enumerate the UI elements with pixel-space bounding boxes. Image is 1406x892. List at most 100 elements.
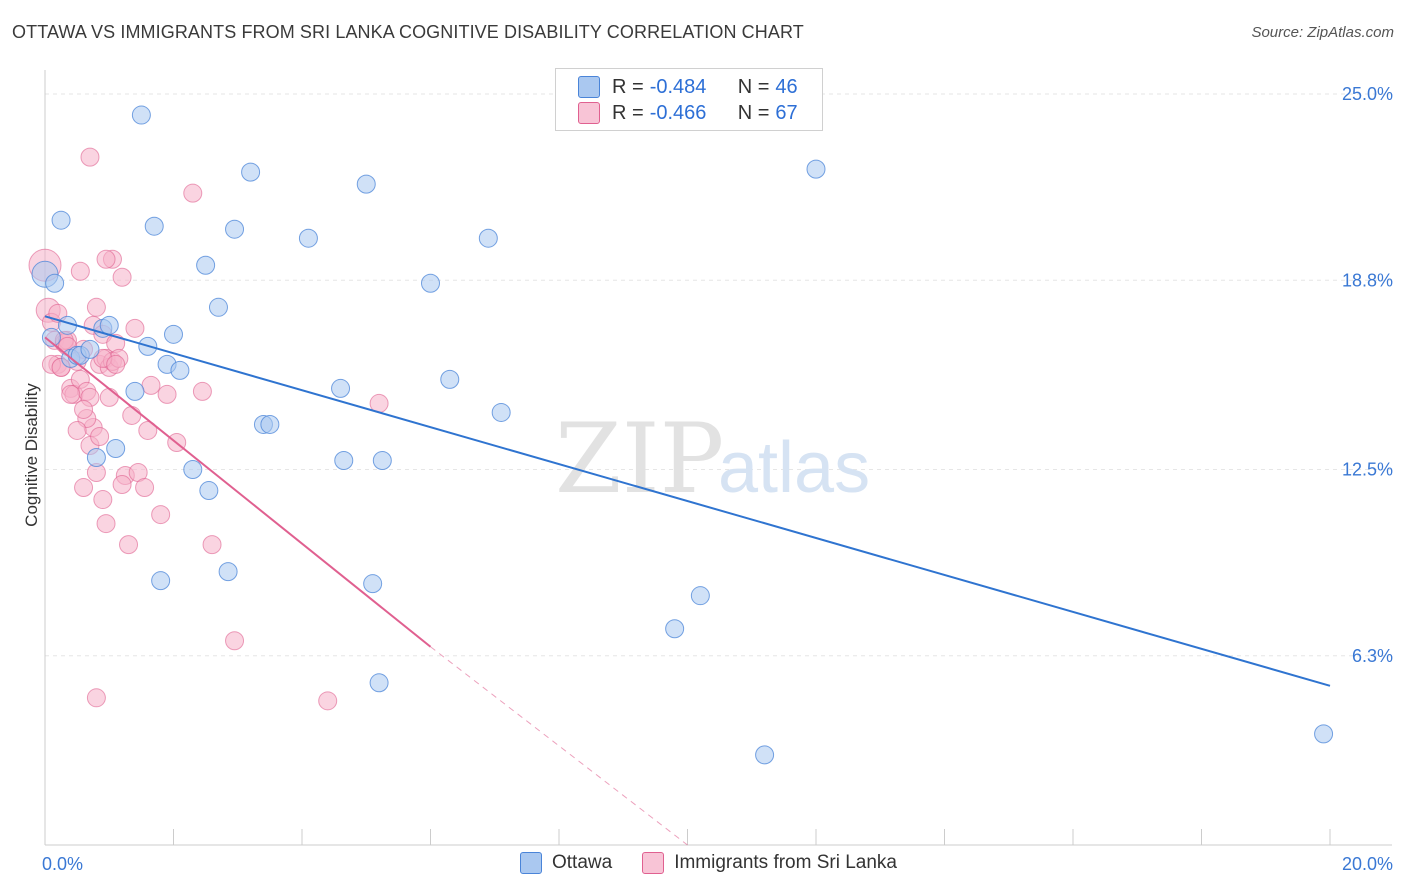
point-ottawa [106, 438, 126, 458]
point-ottawa [80, 339, 100, 359]
point-ottawa [690, 586, 710, 606]
point-ottawa [86, 448, 106, 467]
chart-title: OTTAWA VS IMMIGRANTS FROM SRI LANKA COGN… [12, 22, 804, 42]
point-ottawa [196, 255, 216, 275]
point-sri-lanka [112, 475, 132, 495]
legend-n-value: 46 [775, 75, 798, 98]
point-ottawa [363, 574, 383, 594]
point-sri-lanka [67, 420, 87, 440]
legend-n-label: N = [737, 75, 770, 98]
point-ottawa [151, 571, 171, 591]
point-sri-lanka [122, 405, 142, 425]
point-sri-lanka [90, 426, 110, 446]
point-sri-lanka [70, 261, 90, 281]
point-sri-lanka [86, 688, 106, 708]
point-ottawa [51, 210, 71, 230]
point-ottawa [491, 402, 511, 422]
watermark: ZIP atlas [555, 403, 870, 515]
legend-n-label: N = [737, 101, 770, 124]
trend-line-ottawa [44, 315, 1331, 687]
point-sri-lanka [96, 249, 116, 269]
trend-line-sri-lanka [44, 336, 432, 648]
point-sri-lanka [318, 691, 338, 711]
point-ottawa [99, 315, 119, 335]
point-ottawa [218, 562, 238, 582]
grid-layer [45, 93, 1392, 657]
legend-row-sri-lanka: R = -0.466 N = 67 [578, 101, 798, 125]
point-sri-lanka [61, 384, 81, 404]
x-tick-label-max: 20.0% [1342, 854, 1393, 874]
axis-layer [44, 70, 1392, 846]
series-sri-lanka-points [28, 147, 389, 711]
legend-row-ottawa: R = -0.484 N = 46 [578, 75, 798, 99]
point-ottawa [131, 105, 151, 125]
legend-r-value: -0.484 [649, 75, 707, 98]
legend-r-label: R = [612, 75, 644, 98]
point-sri-lanka [112, 267, 132, 287]
y-tick-label: 18.8% [1342, 270, 1393, 290]
y-tick-label: 25.0% [1342, 84, 1393, 104]
legend-swatch-sri-lanka [642, 852, 665, 874]
trend-line-sri-lanka-extension [430, 646, 688, 846]
y-axis-label: Cognitive Disability [22, 383, 41, 527]
legend-r-value: -0.466 [649, 101, 707, 124]
series-legend: Ottawa Immigrants from Sri Lanka [520, 852, 927, 874]
source-label: Source: ZipAtlas.com [1251, 24, 1394, 41]
y-tick-label: 12.5% [1342, 460, 1393, 480]
point-sri-lanka [202, 535, 222, 555]
legend-label-sri-lanka: Immigrants from Sri Lanka [674, 852, 897, 873]
point-sri-lanka [141, 375, 161, 395]
point-ottawa [755, 745, 775, 765]
point-sri-lanka [135, 478, 155, 498]
point-sri-lanka [93, 490, 113, 510]
point-ottawa [334, 451, 354, 471]
legend-item-ottawa[interactable]: Ottawa [520, 852, 612, 874]
point-sri-lanka [74, 399, 94, 419]
point-sri-lanka [74, 478, 94, 498]
point-ottawa [440, 369, 460, 389]
point-ottawa [199, 481, 219, 501]
point-ottawa [144, 216, 164, 236]
point-ottawa [164, 324, 183, 344]
point-ottawa [806, 159, 826, 179]
point-ottawa [331, 378, 351, 398]
point-ottawa [45, 273, 65, 293]
point-ottawa [1314, 724, 1334, 744]
x-tick-label-min: 0.0% [42, 854, 83, 874]
point-ottawa [41, 327, 61, 347]
legend-swatch-ottawa [578, 76, 600, 98]
point-ottawa [170, 360, 190, 380]
tick-labels: 6.3% 12.5% 18.8% 25.0% 0.0% 20.0% [42, 84, 1393, 874]
legend-item-sri-lanka[interactable]: Immigrants from Sri Lanka [642, 852, 897, 874]
point-ottawa [478, 228, 498, 248]
point-sri-lanka [138, 420, 158, 440]
point-sri-lanka [99, 387, 119, 407]
legend-label-ottawa: Ottawa [552, 852, 613, 873]
series-ottawa-points [31, 105, 1334, 765]
point-ottawa [665, 619, 685, 639]
watermark-atlas: atlas [718, 428, 870, 508]
legend-swatch-ottawa [520, 852, 542, 874]
trend-lines [44, 315, 1331, 846]
point-ottawa [208, 297, 228, 317]
y-tick-label: 6.3% [1352, 646, 1393, 666]
correlation-legend: R = -0.484 N = 46 R = -0.466 N = 67 [555, 68, 823, 131]
point-sri-lanka [106, 354, 126, 374]
point-sri-lanka [86, 297, 106, 317]
point-ottawa [125, 381, 145, 401]
point-ottawa [421, 273, 440, 293]
point-ottawa [241, 162, 261, 182]
point-ottawa [183, 460, 203, 480]
point-sri-lanka [157, 384, 177, 404]
legend-r-label: R = [612, 101, 644, 124]
point-ottawa [356, 174, 376, 194]
point-ottawa [260, 414, 280, 434]
point-ottawa [372, 451, 392, 471]
point-sri-lanka [183, 183, 203, 203]
watermark-zip: ZIP [555, 403, 724, 515]
point-sri-lanka [96, 514, 116, 534]
point-ottawa [369, 673, 389, 693]
legend-swatch-sri-lanka [578, 102, 600, 124]
legend-n-value: 67 [775, 101, 798, 124]
